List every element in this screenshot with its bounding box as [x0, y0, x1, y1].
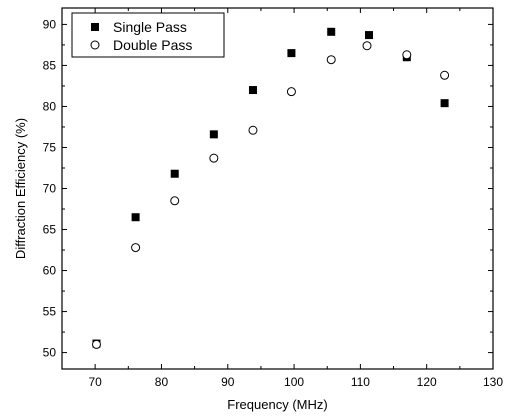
x-axis-label: Frequency (MHz): [227, 397, 327, 412]
x-tick-label: 110: [351, 375, 370, 389]
single-pass-point: [287, 49, 296, 58]
double-pass-point: [170, 196, 180, 206]
plot-frame: [61, 7, 494, 370]
double-pass-point: [91, 339, 101, 349]
double-pass-point: [209, 153, 219, 163]
y-tick-label: 55: [43, 305, 57, 319]
single-pass-point: [170, 169, 179, 178]
x-tick-label: 130: [483, 375, 503, 389]
double-pass-point: [131, 243, 141, 253]
double-pass-point: [362, 41, 372, 51]
single-pass-point: [440, 99, 449, 108]
points-layer: [91, 27, 450, 349]
legend-box: [71, 12, 225, 58]
x-tick-label: 70: [88, 375, 102, 389]
y-axis-label: Diffraction Efficiency (%): [13, 118, 28, 259]
single-pass-point: [327, 27, 336, 36]
y-tick-label: 65: [43, 223, 57, 237]
y-tick-label: 90: [43, 17, 57, 31]
legend-label: Single Pass: [113, 19, 187, 35]
y-tick-label: 70: [43, 182, 57, 196]
x-tick-label: 100: [284, 375, 304, 389]
y-tick-label: 60: [43, 264, 57, 278]
double-pass-point: [248, 125, 258, 135]
ticks-layer: 70 80 90 100 110 120 130 50 55 60 65 70 75 80 85 90: [43, 8, 503, 389]
single-pass-point: [209, 130, 218, 139]
double-pass-point: [440, 70, 450, 80]
legend-label: Double Pass: [113, 37, 192, 53]
y-tick-label: 80: [43, 99, 57, 113]
y-tick-label: 85: [43, 58, 57, 72]
double-pass-point: [286, 87, 296, 97]
legend-marker-single-pass: [91, 23, 99, 31]
y-tick-label: 75: [43, 140, 57, 154]
double-pass-point: [326, 55, 336, 65]
y-tick-label: 50: [43, 346, 57, 360]
x-tick-label: 80: [155, 375, 169, 389]
x-tick-label: 90: [221, 375, 235, 389]
double-pass-point: [402, 50, 412, 60]
x-tick-label: 120: [417, 375, 437, 389]
legend-marker-double-pass: [90, 40, 100, 50]
single-pass-point: [365, 31, 374, 40]
legend: Single Pass Double Pass: [71, 12, 225, 58]
single-pass-point: [248, 86, 257, 95]
single-pass-point: [131, 213, 140, 222]
